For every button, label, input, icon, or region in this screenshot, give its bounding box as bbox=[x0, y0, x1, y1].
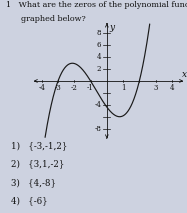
Text: -3: -3 bbox=[55, 84, 61, 92]
Text: -4: -4 bbox=[38, 84, 45, 92]
Text: graphed below?: graphed below? bbox=[6, 15, 85, 23]
Text: 1)   {-3,-1,2}: 1) {-3,-1,2} bbox=[11, 141, 68, 150]
Text: -1: -1 bbox=[87, 84, 94, 92]
Text: -8: -8 bbox=[94, 125, 101, 133]
Text: 2: 2 bbox=[97, 65, 101, 73]
Text: 3)   {4,-8}: 3) {4,-8} bbox=[11, 178, 56, 187]
Text: 1   What are the zeros of the polynomial function: 1 What are the zeros of the polynomial f… bbox=[6, 1, 187, 9]
Text: 1: 1 bbox=[121, 84, 125, 92]
Text: 3: 3 bbox=[153, 84, 158, 92]
Text: 4: 4 bbox=[170, 84, 174, 92]
Text: 8: 8 bbox=[97, 29, 101, 36]
Text: 2)   {3,1,-2}: 2) {3,1,-2} bbox=[11, 159, 65, 168]
Text: -2: -2 bbox=[71, 84, 78, 92]
Text: 4: 4 bbox=[97, 53, 101, 61]
Text: y: y bbox=[110, 23, 115, 32]
Text: 6: 6 bbox=[97, 41, 101, 49]
Text: x: x bbox=[182, 69, 187, 79]
Text: -4: -4 bbox=[94, 101, 101, 109]
Text: 4)   {-6}: 4) {-6} bbox=[11, 196, 48, 205]
